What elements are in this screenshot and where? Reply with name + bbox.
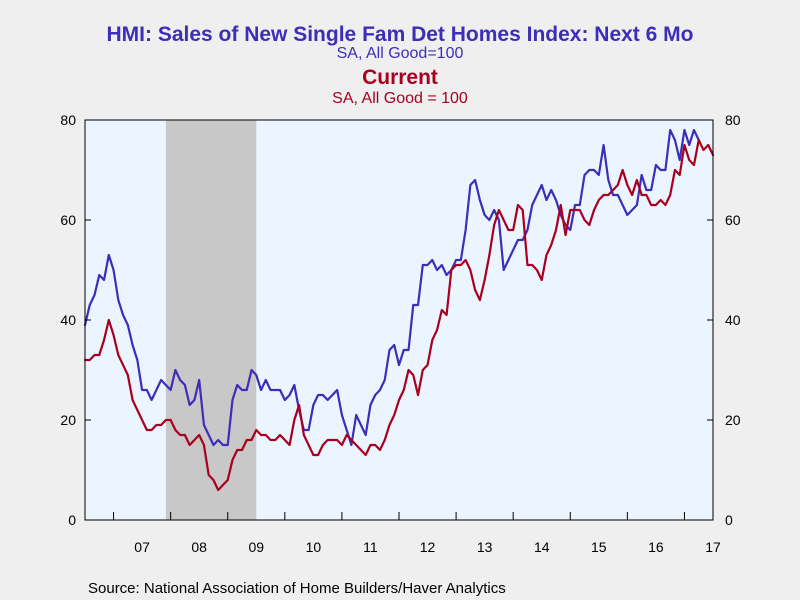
x-tick-label: 10 xyxy=(306,539,322,555)
y-tick-label-left: 40 xyxy=(60,312,76,328)
series-line-next-6-mo xyxy=(83,128,700,447)
x-tick-label: 15 xyxy=(591,539,607,555)
series-layer xyxy=(83,128,715,492)
y-tick-label-right: 80 xyxy=(725,112,741,128)
series-line-current xyxy=(83,138,715,492)
x-tick-label: 16 xyxy=(648,539,664,555)
chart-title-subtitle: SA, All Good=100 xyxy=(337,45,464,62)
chart-title: HMI: Sales of New Single Fam Det Homes I… xyxy=(107,23,694,46)
x-tick-label: 17 xyxy=(705,539,721,555)
chart-title-2-subtitle: SA, All Good = 100 xyxy=(332,90,468,107)
x-tick-label: 07 xyxy=(134,539,150,555)
source-note: Source: National Association of Home Bui… xyxy=(88,580,506,597)
x-tick-label: 11 xyxy=(363,539,378,555)
y-tick-label-left: 60 xyxy=(60,212,76,228)
x-tick-label: 13 xyxy=(477,539,493,555)
x-tick-label: 12 xyxy=(420,539,436,555)
y-tick-label-right: 0 xyxy=(725,512,733,528)
y-tick-label-left: 80 xyxy=(60,112,76,128)
y-tick-label-left: 20 xyxy=(60,412,76,428)
y-tick-label-left: 0 xyxy=(68,512,76,528)
x-tick-label: 08 xyxy=(191,539,207,555)
recession-shade xyxy=(165,120,257,520)
y-tick-label-right: 40 xyxy=(725,312,741,328)
axes-layer: 0 0 20 20 40 40 60 60 80 80 07 08 09 10 11 12 13 14 15 16 17 xyxy=(60,112,740,555)
x-tick-label: 09 xyxy=(248,539,264,555)
y-tick-label-right: 20 xyxy=(725,412,741,428)
x-tick-label: 14 xyxy=(534,539,550,555)
y-tick-label-right: 60 xyxy=(725,212,741,228)
chart-title-2: Current xyxy=(362,66,438,89)
